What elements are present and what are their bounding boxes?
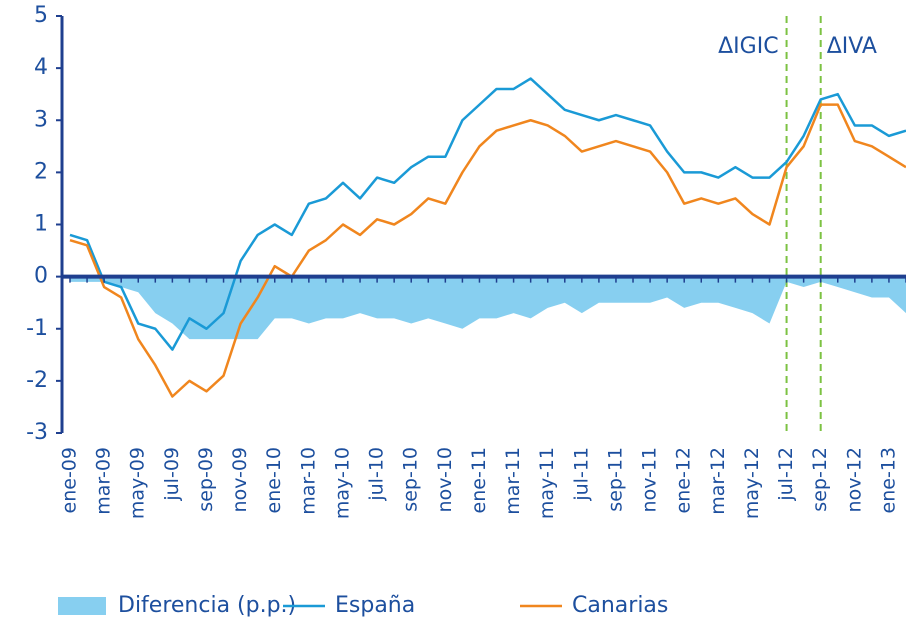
x-tick-label: ene-09 <box>59 447 81 513</box>
y-tick-label: 0 <box>34 264 48 289</box>
annotation: ΔIVA <box>827 34 877 59</box>
x-tick-label: nov-09 <box>229 447 251 512</box>
x-tick-label: sep-09 <box>195 447 217 512</box>
y-tick-label: 2 <box>34 159 48 184</box>
line <box>69 103 906 398</box>
y-tick-label: 1 <box>34 212 48 237</box>
x-tick-label: mar-11 <box>502 447 524 515</box>
legend-label: Diferencia (p.p.) <box>118 593 296 618</box>
x-tick-label: nov-12 <box>843 447 865 512</box>
x-tick-label: may-11 <box>536 447 558 519</box>
y-tick-label: 4 <box>34 55 48 80</box>
y-tick-label: -2 <box>26 368 48 393</box>
x-tick-label: ene-11 <box>468 447 490 513</box>
x-tick-label: sep-10 <box>400 447 422 512</box>
y-tick-label: -1 <box>26 316 48 341</box>
y-tick-label: 5 <box>34 3 48 28</box>
x-tick-label: may-10 <box>331 447 353 519</box>
legend-label: España <box>335 593 415 618</box>
annotation: ΔIGIC <box>718 34 778 59</box>
x-tick-label: mar-09 <box>93 447 115 515</box>
x-tick-label: nov-11 <box>639 447 661 512</box>
area <box>70 276 906 340</box>
x-tick-label: ene-12 <box>673 447 695 513</box>
legend-label: Canarias <box>572 593 668 618</box>
x-tick-label: jul-12 <box>775 447 797 502</box>
x-tick-label: may-12 <box>741 447 763 519</box>
x-tick-label: may-09 <box>127 447 149 519</box>
x-tick-label: mar-12 <box>707 447 729 515</box>
line <box>69 77 906 351</box>
x-tick-label: sep-12 <box>809 447 831 512</box>
x-tick-label: ene-10 <box>263 447 285 513</box>
x-tick-label: jul-10 <box>366 447 388 502</box>
x-tick-label: ene-13 <box>877 447 899 513</box>
x-tick-label: jul-11 <box>570 447 592 502</box>
x-tick-label: sep-11 <box>604 447 626 512</box>
x-tick-label: jul-09 <box>161 447 183 502</box>
legend-swatch <box>58 597 106 615</box>
y-tick-label: 3 <box>34 107 48 132</box>
x-tick-label: nov-10 <box>434 447 456 512</box>
y-tick-label: -3 <box>26 420 48 445</box>
x-tick-label: mar-10 <box>297 447 319 515</box>
